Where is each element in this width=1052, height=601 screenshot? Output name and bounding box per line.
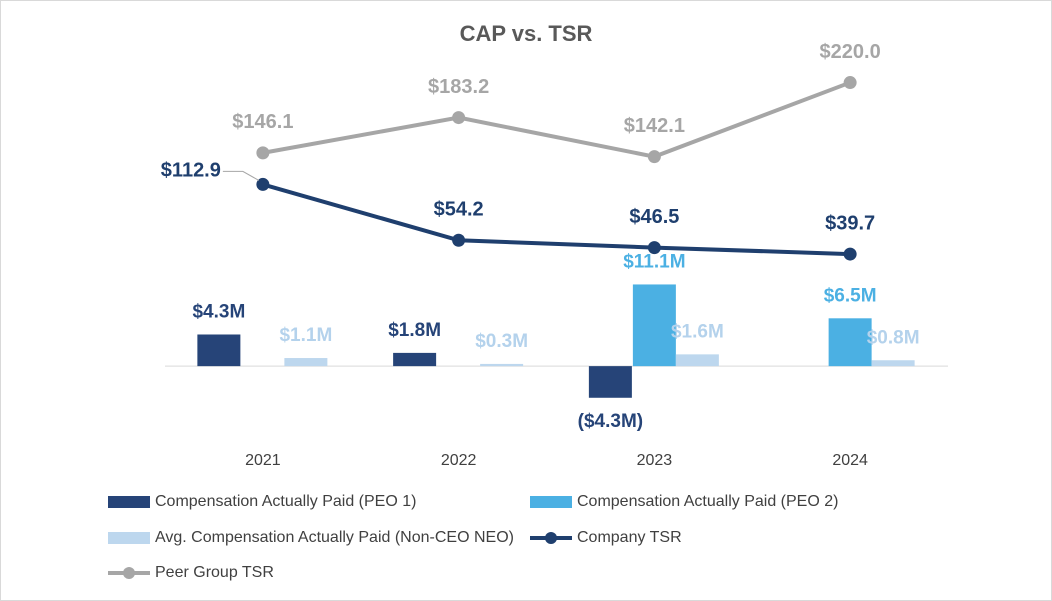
legend-swatch <box>108 532 150 544</box>
bar <box>284 358 328 367</box>
bar <box>588 366 632 398</box>
data-label: $4.3M <box>192 302 245 323</box>
legend-marker <box>545 532 557 544</box>
point <box>647 241 661 255</box>
bar <box>480 363 524 367</box>
legend-marker <box>123 567 135 579</box>
point <box>843 76 857 90</box>
data-label: $0.3M <box>475 331 528 352</box>
legend-label: Compensation Actually Paid (PEO 1) <box>155 493 416 510</box>
data-label: $1.1M <box>279 325 332 346</box>
point <box>647 150 661 164</box>
point <box>843 247 857 261</box>
legend-label: Peer Group TSR <box>155 564 274 581</box>
x-tick-label: 2023 <box>637 452 673 469</box>
data-label: $54.2 <box>434 199 484 221</box>
data-label: $142.1 <box>624 115 685 137</box>
legend-label: Company TSR <box>577 529 682 546</box>
data-label: $0.8M <box>867 327 920 348</box>
bar <box>675 354 719 367</box>
line <box>262 182 851 257</box>
data-label: $6.5M <box>824 285 877 306</box>
legend-swatch <box>530 496 572 508</box>
data-label: $146.1 <box>232 111 293 133</box>
data-label: $39.7 <box>825 212 875 234</box>
bar <box>393 352 437 367</box>
line <box>262 80 851 159</box>
bar <box>828 318 872 367</box>
leader-line <box>222 170 260 181</box>
point <box>256 177 270 191</box>
x-tick-label: 2024 <box>832 452 868 469</box>
point <box>452 233 466 247</box>
data-label: $1.8M <box>388 320 441 341</box>
data-label: $1.6M <box>671 321 724 342</box>
x-tick-label: 2021 <box>245 452 281 469</box>
point <box>452 111 466 125</box>
legend-label: Avg. Compensation Actually Paid (Non-CEO… <box>155 529 514 546</box>
data-label: $220.0 <box>820 41 881 63</box>
data-label: $112.9 <box>161 160 221 182</box>
x-tick-label: 2022 <box>441 452 477 469</box>
bar <box>632 284 676 367</box>
bar <box>871 360 915 367</box>
data-label: ($4.3M) <box>578 411 643 432</box>
bar <box>197 334 241 367</box>
legend-label: Compensation Actually Paid (PEO 2) <box>577 493 838 510</box>
chart-title: CAP vs. TSR <box>460 21 593 46</box>
data-label: $11.1M <box>623 251 685 272</box>
data-label: $46.5 <box>629 206 679 228</box>
point <box>256 146 270 160</box>
legend-swatch <box>108 496 150 508</box>
data-label: $183.2 <box>428 76 489 98</box>
